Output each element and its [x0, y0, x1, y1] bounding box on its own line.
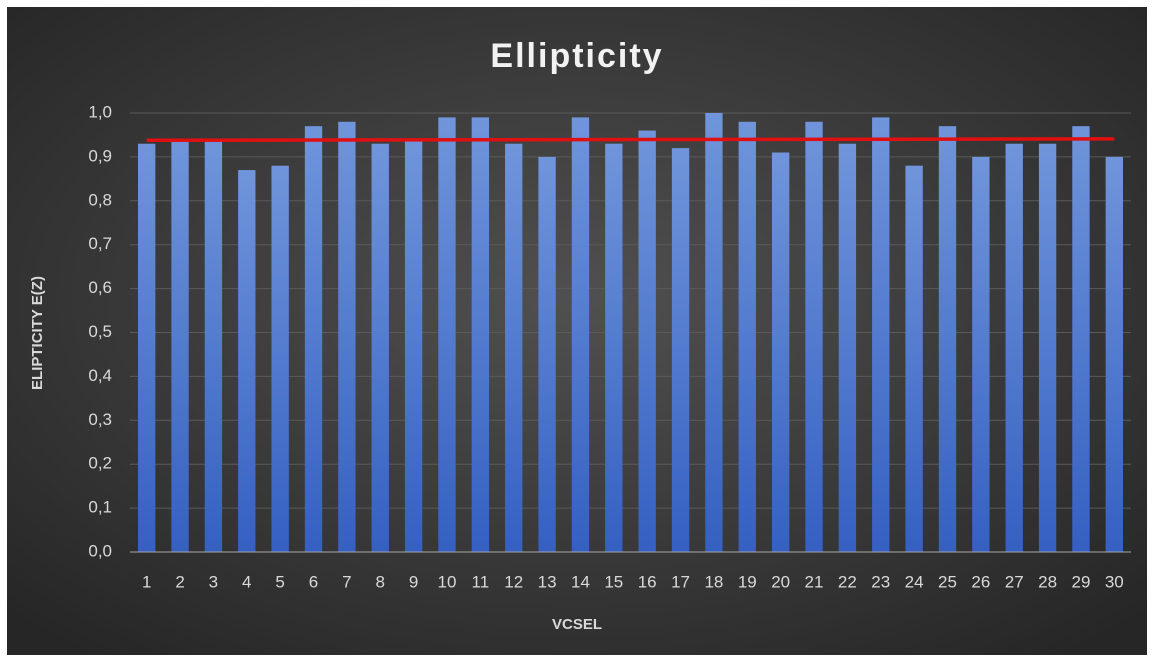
x-tick-label: 27	[1005, 572, 1024, 591]
x-tick-label: 14	[571, 572, 590, 591]
y-tick-label: 0,9	[88, 146, 112, 165]
bar	[238, 170, 256, 552]
x-tick-label: 8	[376, 572, 385, 591]
x-tick-label: 9	[409, 572, 418, 591]
x-tick-label: 6	[309, 572, 318, 591]
bar	[304, 126, 323, 553]
x-tick-label: 21	[805, 572, 824, 591]
bar	[471, 117, 490, 552]
y-tick-label: 0,2	[88, 454, 112, 473]
x-tick-label: 10	[438, 572, 457, 591]
bar	[204, 139, 223, 552]
x-tick-label: 23	[871, 572, 890, 591]
x-tick-label: 11	[472, 572, 490, 591]
x-tick-label: 18	[704, 572, 723, 591]
x-tick-label: 2	[175, 572, 184, 591]
bar	[438, 117, 456, 552]
bar	[938, 126, 957, 553]
bar	[805, 121, 823, 552]
y-tick-label: 0,4	[88, 366, 112, 385]
bar	[505, 143, 523, 553]
y-tick-label: 0,7	[88, 234, 112, 253]
x-tick-label: 20	[771, 572, 790, 591]
y-tick-label: 0,1	[88, 498, 112, 517]
bar	[838, 143, 857, 553]
bar	[1005, 143, 1023, 553]
chart-title: Ellipticity	[490, 37, 663, 75]
trendline	[146, 137, 1115, 142]
x-tick-label: 13	[538, 572, 557, 591]
bar	[138, 143, 156, 553]
bar	[872, 117, 890, 552]
x-tick-label: 30	[1105, 572, 1124, 591]
bar	[905, 165, 923, 552]
bar	[1105, 156, 1123, 552]
x-tick-label: 1	[142, 572, 151, 591]
x-tick-label: 24	[905, 572, 924, 591]
bar	[571, 117, 590, 552]
x-tick-label: 22	[838, 572, 857, 591]
bar	[404, 139, 423, 552]
bar	[171, 139, 189, 552]
x-tick-label: 28	[1038, 572, 1057, 591]
bar	[371, 143, 389, 553]
bar	[1072, 126, 1090, 553]
bar	[705, 113, 723, 552]
x-tick-label: 29	[1071, 572, 1090, 591]
y-tick-label: 1,0	[88, 102, 112, 121]
bar	[271, 165, 289, 552]
bar	[972, 156, 990, 552]
x-axis-title: VCSEL	[552, 616, 602, 633]
x-tick-label: 3	[209, 572, 218, 591]
x-tick-label: 25	[938, 572, 957, 591]
x-tick-label: 7	[342, 572, 351, 591]
bar	[338, 121, 356, 552]
x-tick-label: 15	[604, 572, 623, 591]
y-tick-label: 0,3	[88, 410, 112, 429]
y-tick-label: 0,5	[88, 322, 112, 341]
y-tick-label: 0,8	[88, 190, 112, 209]
bar	[1038, 143, 1057, 553]
y-axis-title: ELIPTICITY E(Z)	[29, 276, 46, 390]
y-tick-label: 0,6	[88, 278, 112, 297]
x-tick-label: 17	[671, 572, 690, 591]
x-tick-label: 26	[971, 572, 990, 591]
x-tick-label: 19	[738, 572, 757, 591]
bar	[538, 156, 556, 552]
x-tick-label: 4	[242, 572, 251, 591]
x-tick-label: 16	[638, 572, 657, 591]
bar	[738, 121, 756, 552]
bar	[671, 148, 690, 552]
bar	[638, 130, 656, 552]
x-tick-label: 5	[275, 572, 284, 591]
x-tick-label: 12	[504, 572, 523, 591]
bar	[771, 152, 790, 552]
bar	[605, 143, 623, 553]
y-tick-label: 0,0	[88, 541, 112, 560]
